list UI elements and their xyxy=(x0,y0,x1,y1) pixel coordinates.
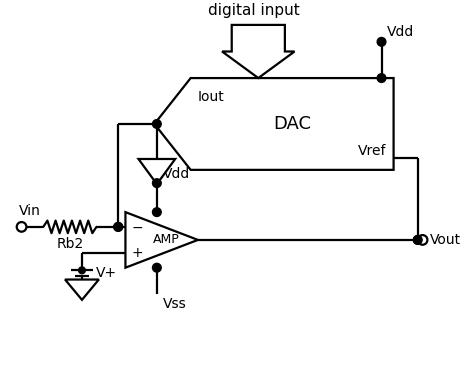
Text: Rb2: Rb2 xyxy=(56,236,83,251)
Text: Vref: Vref xyxy=(358,144,386,158)
Circle shape xyxy=(377,74,386,82)
Text: AMP: AMP xyxy=(153,233,180,246)
Polygon shape xyxy=(222,25,294,78)
Circle shape xyxy=(79,267,85,274)
Polygon shape xyxy=(126,212,198,268)
Circle shape xyxy=(153,208,161,216)
Circle shape xyxy=(418,235,428,245)
Circle shape xyxy=(153,120,161,128)
Circle shape xyxy=(17,222,27,232)
Circle shape xyxy=(114,222,123,231)
Text: $+$: $+$ xyxy=(131,246,144,260)
Circle shape xyxy=(114,222,123,231)
Circle shape xyxy=(413,236,422,244)
Text: digital input: digital input xyxy=(208,3,300,18)
Polygon shape xyxy=(65,280,99,300)
Text: DAC: DAC xyxy=(273,115,311,133)
Circle shape xyxy=(153,179,161,188)
Text: $-$: $-$ xyxy=(131,220,144,234)
Polygon shape xyxy=(138,159,175,184)
Text: Vdd: Vdd xyxy=(387,25,415,39)
Text: Vss: Vss xyxy=(163,297,186,311)
Circle shape xyxy=(413,236,422,244)
Text: Vdd: Vdd xyxy=(163,167,190,181)
Circle shape xyxy=(377,38,386,46)
Text: Vout: Vout xyxy=(430,233,461,247)
Text: Iout: Iout xyxy=(198,90,225,104)
Text: Vin: Vin xyxy=(19,204,41,218)
Text: V+: V+ xyxy=(95,266,117,280)
Polygon shape xyxy=(155,78,393,170)
Circle shape xyxy=(153,263,161,272)
